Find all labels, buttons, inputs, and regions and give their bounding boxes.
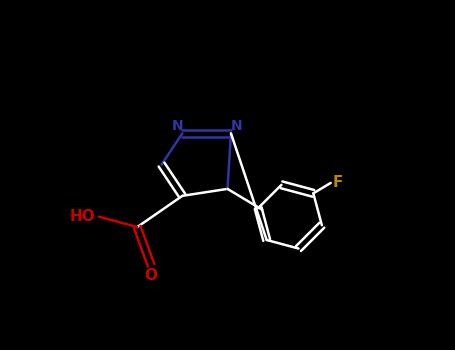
- Text: N: N: [230, 119, 242, 133]
- Text: N: N: [172, 119, 183, 133]
- Text: O: O: [145, 268, 157, 283]
- Text: F: F: [333, 175, 343, 190]
- Text: HO: HO: [70, 209, 96, 224]
